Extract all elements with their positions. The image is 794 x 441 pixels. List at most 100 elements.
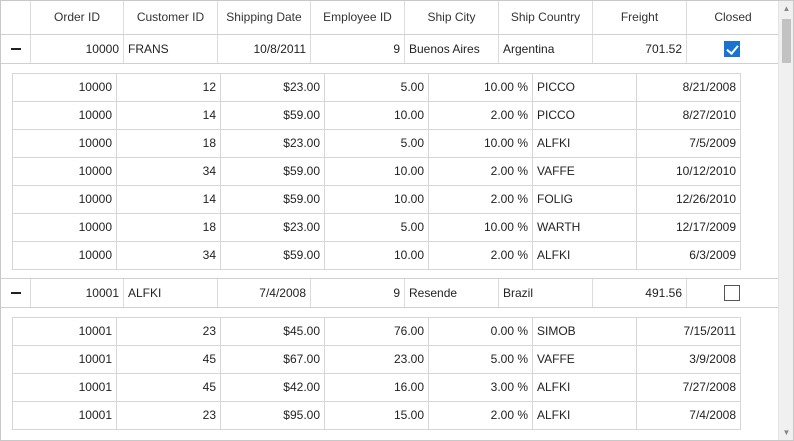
column-header-order-id[interactable]: Order ID — [31, 1, 124, 34]
column-header-ship-city[interactable]: Ship City — [405, 1, 499, 34]
detail-order-date-cell: 7/15/2011 — [637, 318, 741, 345]
detail-product-id-cell: 14 — [117, 102, 221, 129]
freight-cell: 701.52 — [593, 35, 687, 63]
closed-checkbox[interactable] — [724, 285, 740, 301]
detail-order-date-cell: 12/17/2009 — [637, 214, 741, 241]
detail-row[interactable]: 10000 34 $59.00 10.00 2.00 % ALFKI 6/3/2009 — [13, 242, 741, 270]
detail-product-id-cell: 34 — [117, 158, 221, 185]
detail-order-date-cell: 3/9/2008 — [637, 346, 741, 373]
detail-order-id-cell: 10001 — [13, 318, 117, 345]
table-row[interactable]: 10000 FRANS 10/8/2011 9 Buenos Aires Arg… — [1, 35, 778, 64]
detail-table: 10001 23 $45.00 76.00 0.00 % SIMOB 7/15/2011 10… — [12, 317, 741, 430]
detail-unit-price-cell: $59.00 — [221, 102, 325, 129]
detail-customer-id-cell: SIMOB — [533, 318, 637, 345]
employee-id-cell: 9 — [311, 279, 405, 307]
order-id-cell: 10000 — [31, 35, 124, 63]
detail-row[interactable]: 10001 23 $45.00 76.00 0.00 % SIMOB 7/15/2011 — [13, 318, 741, 346]
detail-unit-price-cell: $23.00 — [221, 130, 325, 157]
detail-unit-price-cell: $45.00 — [221, 318, 325, 345]
detail-unit-price-cell: $23.00 — [221, 74, 325, 101]
chevron-down-icon[interactable]: ▼ — [782, 428, 791, 437]
detail-quantity-cell: 10.00 — [325, 186, 429, 213]
detail-customer-id-cell: ALFKI — [533, 242, 637, 269]
chevron-up-icon[interactable]: ▲ — [782, 4, 791, 13]
shipping-date-cell: 10/8/2011 — [218, 35, 311, 63]
detail-product-id-cell: 12 — [117, 74, 221, 101]
detail-order-date-cell: 8/21/2008 — [637, 74, 741, 101]
shipping-date-cell: 7/4/2008 — [218, 279, 311, 307]
table-row[interactable]: 10001 ALFKI 7/4/2008 9 Resende Brazil 49… — [1, 279, 778, 308]
detail-row[interactable]: 10000 34 $59.00 10.00 2.00 % VAFFE 10/12/2010 — [13, 158, 741, 186]
column-header-employee-id[interactable]: Employee ID — [311, 1, 405, 34]
detail-order-id-cell: 10001 — [13, 402, 117, 429]
column-header-ship-country[interactable]: Ship Country — [499, 1, 593, 34]
detail-customer-id-cell: ALFKI — [533, 374, 637, 401]
detail-order-date-cell: 7/27/2008 — [637, 374, 741, 401]
closed-cell — [687, 35, 778, 63]
detail-order-date-cell: 7/5/2009 — [637, 130, 741, 157]
freight-cell: 491.56 — [593, 279, 687, 307]
detail-discount-cell: 10.00 % — [429, 74, 533, 101]
detail-discount-cell: 2.00 % — [429, 242, 533, 269]
detail-discount-cell: 2.00 % — [429, 102, 533, 129]
detail-order-id-cell: 10000 — [13, 74, 117, 101]
detail-unit-price-cell: $95.00 — [221, 402, 325, 429]
detail-row[interactable]: 10000 14 $59.00 10.00 2.00 % FOLIG 12/26/2010 — [13, 186, 741, 214]
closed-checkbox[interactable] — [724, 41, 740, 57]
detail-view: 10000 12 $23.00 5.00 10.00 % PICCO 8/21/2008 10… — [1, 64, 778, 279]
detail-product-id-cell: 45 — [117, 374, 221, 401]
column-header-customer-id[interactable]: Customer ID — [124, 1, 218, 34]
detail-product-id-cell: 18 — [117, 214, 221, 241]
collapse-minus-icon[interactable] — [1, 35, 31, 63]
detail-row[interactable]: 10001 23 $95.00 15.00 2.00 % ALFKI 7/4/2008 — [13, 402, 741, 430]
detail-order-id-cell: 10000 — [13, 158, 117, 185]
order-id-cell: 10001 — [31, 279, 124, 307]
customer-id-cell: ALFKI — [124, 279, 218, 307]
detail-row[interactable]: 10001 45 $67.00 23.00 5.00 % VAFFE 3/9/2008 — [13, 346, 741, 374]
ship-country-cell: Argentina — [499, 35, 593, 63]
detail-order-date-cell: 7/4/2008 — [637, 402, 741, 429]
detail-unit-price-cell: $67.00 — [221, 346, 325, 373]
detail-unit-price-cell: $59.00 — [221, 158, 325, 185]
detail-quantity-cell: 16.00 — [325, 374, 429, 401]
detail-discount-cell: 0.00 % — [429, 318, 533, 345]
detail-unit-price-cell: $59.00 — [221, 242, 325, 269]
detail-order-id-cell: 10000 — [13, 186, 117, 213]
data-grid: Order ID Customer ID Shipping Date Emplo… — [1, 1, 778, 440]
detail-customer-id-cell: ALFKI — [533, 402, 637, 429]
ship-city-cell: Resende — [405, 279, 499, 307]
column-header-closed[interactable]: Closed — [687, 1, 778, 34]
detail-product-id-cell: 45 — [117, 346, 221, 373]
detail-customer-id-cell: VAFFE — [533, 346, 637, 373]
ship-country-cell: Brazil — [499, 279, 593, 307]
ship-city-cell: Buenos Aires — [405, 35, 499, 63]
vertical-scrollbar[interactable]: ▲ ▼ — [778, 1, 793, 440]
detail-discount-cell: 2.00 % — [429, 186, 533, 213]
detail-order-id-cell: 10001 — [13, 374, 117, 401]
detail-order-date-cell: 12/26/2010 — [637, 186, 741, 213]
detail-order-id-cell: 10000 — [13, 102, 117, 129]
detail-unit-price-cell: $42.00 — [221, 374, 325, 401]
detail-table: 10000 12 $23.00 5.00 10.00 % PICCO 8/21/2008 10… — [12, 73, 741, 270]
detail-discount-cell: 5.00 % — [429, 346, 533, 373]
column-header-row: Order ID Customer ID Shipping Date Emplo… — [1, 1, 778, 35]
detail-row[interactable]: 10000 14 $59.00 10.00 2.00 % PICCO 8/27/2010 — [13, 102, 741, 130]
column-header-freight[interactable]: Freight — [593, 1, 687, 34]
detail-quantity-cell: 5.00 — [325, 130, 429, 157]
detail-customer-id-cell: PICCO — [533, 102, 637, 129]
detail-row[interactable]: 10000 18 $23.00 5.00 10.00 % WARTH 12/17/2009 — [13, 214, 741, 242]
detail-row[interactable]: 10000 18 $23.00 5.00 10.00 % ALFKI 7/5/2009 — [13, 130, 741, 158]
collapse-minus-icon[interactable] — [1, 279, 31, 307]
detail-customer-id-cell: FOLIG — [533, 186, 637, 213]
detail-order-id-cell: 10000 — [13, 130, 117, 157]
detail-quantity-cell: 5.00 — [325, 214, 429, 241]
detail-quantity-cell: 76.00 — [325, 318, 429, 345]
detail-order-date-cell: 10/12/2010 — [637, 158, 741, 185]
detail-row[interactable]: 10001 45 $42.00 16.00 3.00 % ALFKI 7/27/2008 — [13, 374, 741, 402]
detail-row[interactable]: 10000 12 $23.00 5.00 10.00 % PICCO 8/21/2008 — [13, 74, 741, 102]
column-header-shipping-date[interactable]: Shipping Date — [218, 1, 311, 34]
closed-cell — [687, 279, 778, 307]
scrollbar-thumb[interactable] — [782, 19, 791, 63]
detail-product-id-cell: 23 — [117, 318, 221, 345]
